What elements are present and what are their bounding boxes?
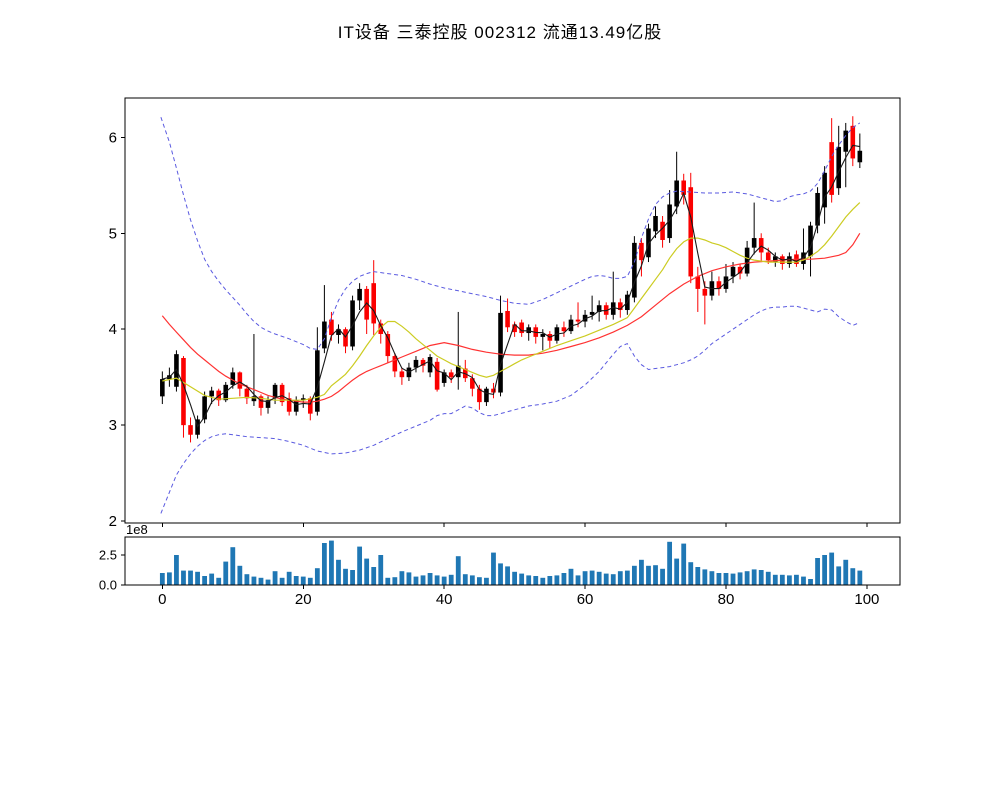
svg-text:5: 5	[109, 225, 117, 242]
svg-text:100: 100	[854, 591, 879, 608]
svg-text:2.5: 2.5	[99, 548, 117, 563]
axes-layer: 2 3 4 5 6 0.0 2.5 0 20 40 60 80 100 1e8	[99, 97, 901, 608]
chart-title: IT设备 三泰控股 002312 流通13.49亿股	[337, 23, 663, 42]
svg-text:80: 80	[718, 591, 735, 608]
volume-panel	[159, 540, 863, 585]
svg-text:2: 2	[109, 513, 117, 530]
price-panel	[160, 116, 863, 514]
svg-text:40: 40	[436, 591, 453, 608]
svg-text:20: 20	[295, 591, 312, 608]
svg-text:3: 3	[109, 417, 117, 434]
svg-text:6: 6	[109, 129, 117, 146]
svg-text:4: 4	[109, 321, 117, 338]
svg-text:1e8: 1e8	[126, 522, 148, 537]
svg-text:60: 60	[577, 591, 594, 608]
svg-text:0: 0	[158, 591, 166, 608]
svg-text:0.0: 0.0	[99, 578, 117, 593]
